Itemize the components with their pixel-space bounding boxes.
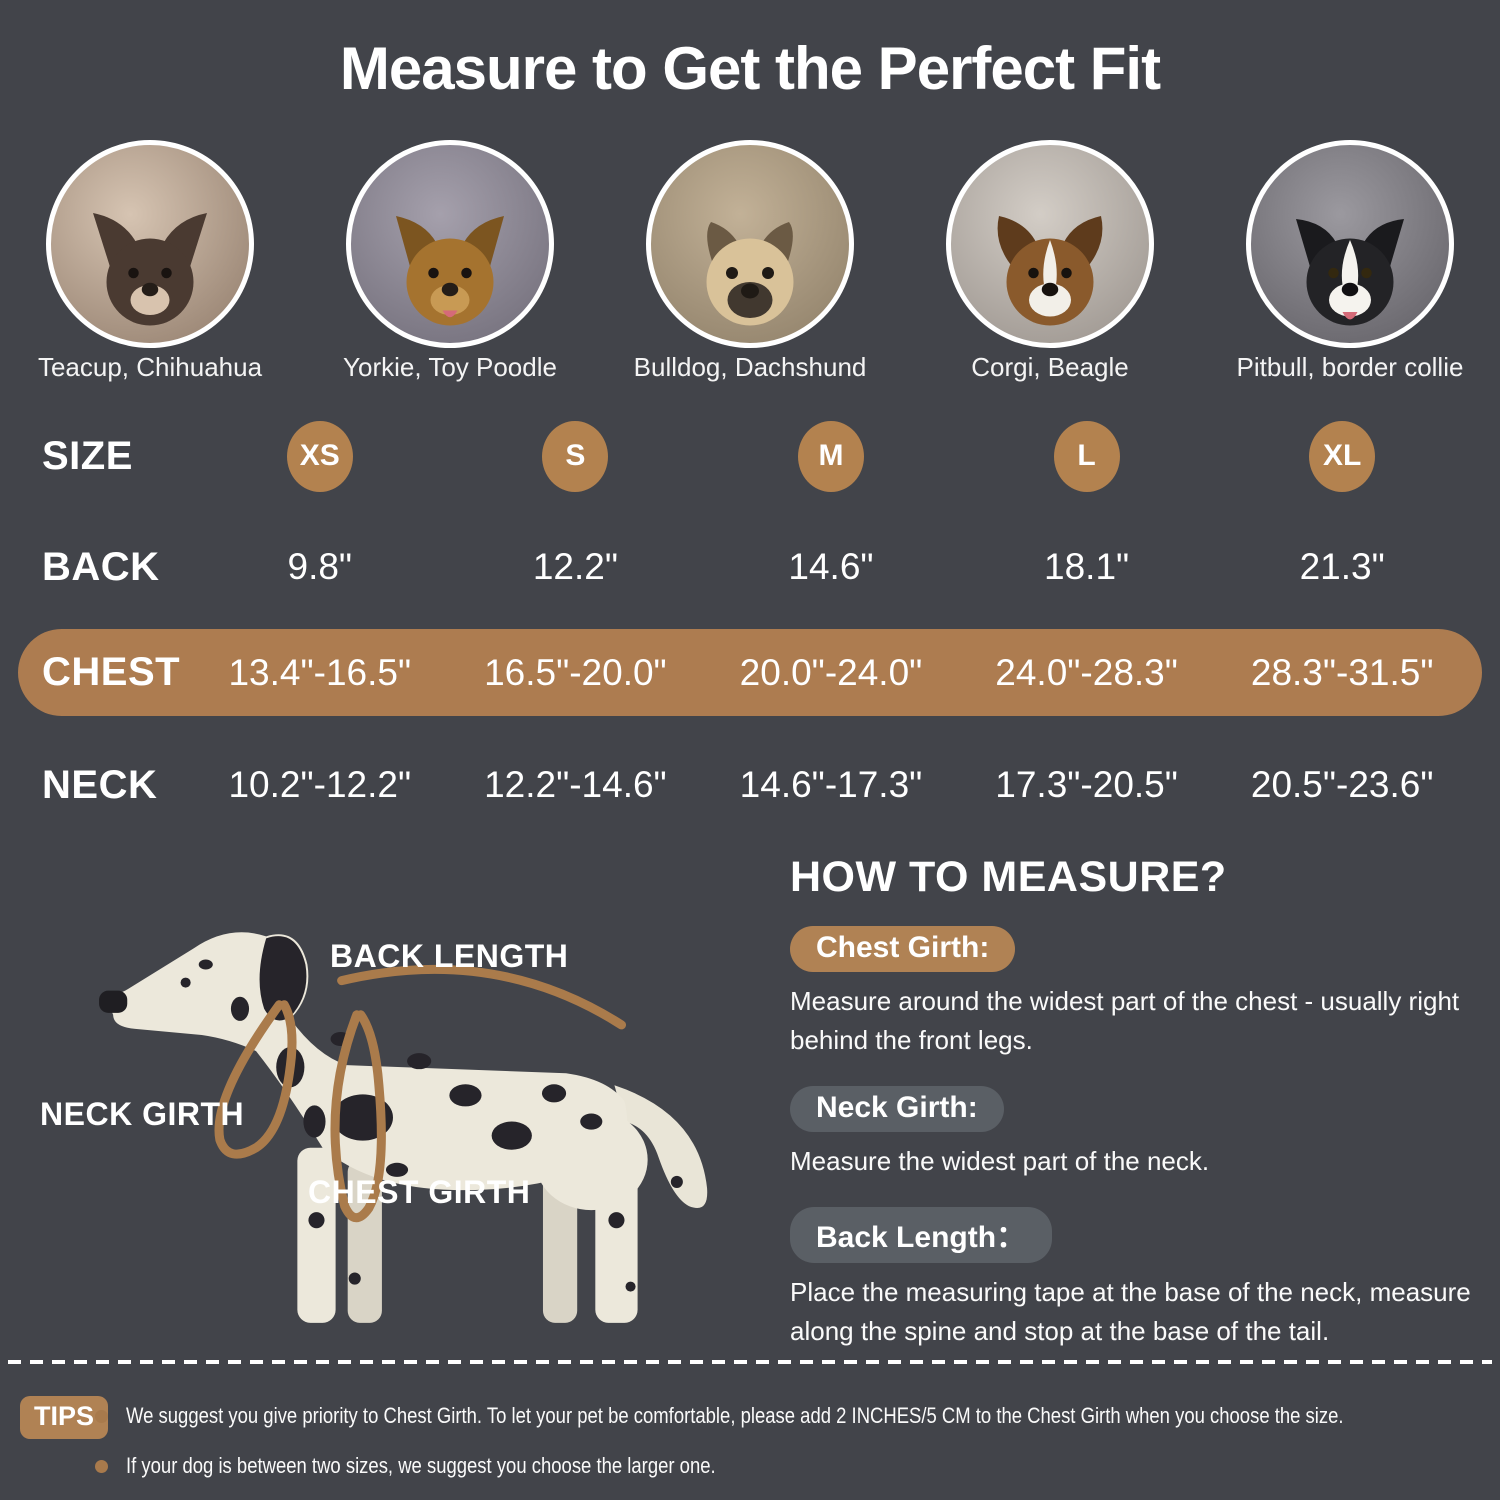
- chihuahua-photo: [46, 140, 254, 348]
- chest-girth-instructions: Measure around the widest part of the ch…: [790, 986, 1460, 1055]
- dashed-divider: [8, 1360, 1492, 1364]
- chest-value: 16.5"-20.0": [484, 651, 667, 693]
- photo-cell: [0, 140, 300, 348]
- neck-girth-instructions: Measure the widest part of the neck.: [790, 1146, 1210, 1176]
- neck-girth-badge: Neck Girth:: [790, 1086, 1004, 1132]
- yorkie-photo: [346, 140, 554, 348]
- chest-value: 28.3"-31.5": [1250, 651, 1434, 693]
- neck-girth-label: NECK GIRTH: [40, 1096, 245, 1132]
- neck-value: 10.2"-12.2": [228, 764, 412, 805]
- photo-cell: [1200, 140, 1500, 348]
- tip-item: If your dog is between two sizes, we sug…: [95, 1450, 1490, 1482]
- size-badge-s: S: [542, 420, 609, 492]
- bullet-dot: [95, 1409, 108, 1423]
- bullet-dot: [95, 1459, 108, 1473]
- breed-label: Pitbull, border collie: [1236, 352, 1464, 382]
- back-value: 14.6": [788, 546, 874, 587]
- neck-row: NECK 10.2"-12.2" 12.2"-14.6" 14.6"-17.3"…: [18, 754, 1482, 816]
- size-badge-m: M: [797, 420, 864, 492]
- back-length-badge: Back Length：: [790, 1207, 1053, 1263]
- photo-cell: [300, 140, 600, 348]
- tips-section: We suggest you give priority to Chest Gi…: [95, 1400, 1490, 1500]
- tip-text: If your dog is between two sizes, we sug…: [126, 1453, 716, 1478]
- dalmatian-measure-illustration: [99, 932, 708, 1323]
- back-row: BACK 9.8" 12.2" 14.6" 18.1" 21.3": [18, 536, 1482, 598]
- neck-value: 17.3"-20.5": [995, 764, 1178, 805]
- breed-label: Yorkie, Toy Poodle: [343, 352, 557, 382]
- row-label-size: SIZE: [42, 433, 133, 478]
- neck-value: 14.6"-17.3": [739, 764, 923, 805]
- size-row: SIZE XS S M L XL: [18, 416, 1482, 496]
- breed-labels-row: Teacup, Chihuahua Yorkie, Toy Poodle Bul…: [0, 352, 1500, 383]
- chest-value: 24.0"-28.3": [995, 651, 1178, 693]
- breed-label: Teacup, Chihuahua: [37, 352, 263, 382]
- size-badge-xs: XS: [286, 420, 353, 492]
- dog-photos-row: [0, 140, 1500, 348]
- photo-cell: [900, 140, 1200, 348]
- pug-photo: [646, 140, 854, 348]
- tip-item: We suggest you give priority to Chest Gi…: [95, 1400, 1490, 1432]
- photo-cell: [600, 140, 900, 348]
- chest-girth-label: CHEST GIRTH: [308, 1174, 531, 1210]
- size-badge-xl: XL: [1309, 420, 1376, 492]
- tips-badge: TIPS: [20, 1396, 109, 1439]
- chest-value: 20.0"-24.0": [739, 651, 923, 693]
- breed-label: Bulldog, Dachshund: [633, 352, 867, 382]
- dog-face-icon: [706, 222, 794, 326]
- chest-row-highlighted: CHEST 13.4"-16.5" 16.5"-20.0" 20.0"-24.0…: [18, 629, 1482, 716]
- back-length-instructions: Place the measuring tape at the base of …: [790, 1277, 1471, 1346]
- row-label-back: BACK: [42, 544, 160, 589]
- back-value: 21.3": [1299, 546, 1385, 587]
- tip-text: We suggest you give priority to Chest Gi…: [126, 1403, 1344, 1428]
- border-collie-photo: [1246, 140, 1454, 348]
- dog-face-icon: [93, 213, 207, 326]
- row-label-neck: NECK: [42, 762, 158, 807]
- beagle-photo: [946, 140, 1154, 348]
- back-value: 9.8": [287, 546, 353, 587]
- back-length-label: BACK LENGTH: [330, 938, 569, 974]
- neck-value: 20.5"-23.6": [1250, 764, 1434, 805]
- back-value: 18.1": [1044, 546, 1130, 587]
- back-value: 12.2": [532, 546, 618, 587]
- chest-girth-badge: Chest Girth:: [790, 926, 1016, 972]
- dog-face-icon: [396, 216, 504, 326]
- how-to-measure-section: HOW TO MEASURE? Chest Girth: Measure aro…: [790, 853, 1490, 1377]
- measuring-tape-lines: [214, 964, 627, 1223]
- chest-value: 13.4"-16.5": [228, 651, 412, 693]
- neck-value: 12.2"-14.6": [484, 764, 667, 805]
- dog-face-icon: [1296, 219, 1404, 326]
- how-to-measure-heading: HOW TO MEASURE?: [790, 853, 1227, 901]
- row-label-chest: CHEST: [42, 650, 181, 694]
- size-badge-l: L: [1053, 420, 1120, 492]
- page-title: Measure to Get the Perfect Fit: [339, 35, 1161, 102]
- breed-label: Corgi, Beagle: [971, 352, 1129, 382]
- dog-face-icon: [997, 216, 1103, 326]
